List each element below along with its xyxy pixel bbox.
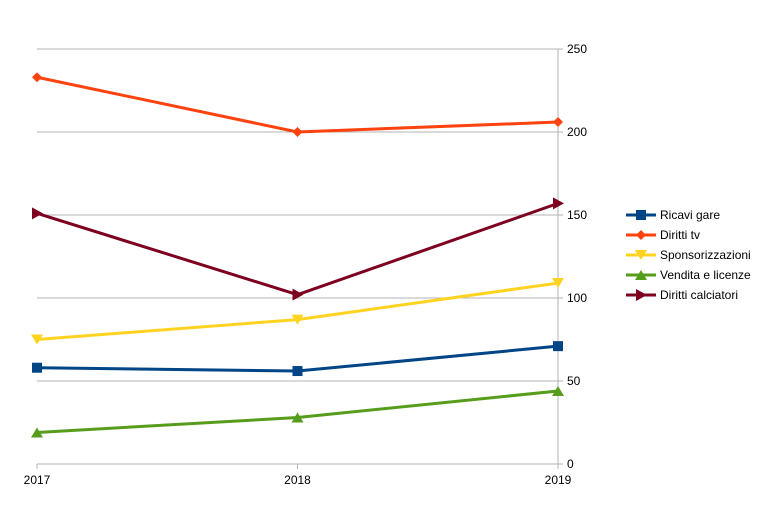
- data-point-diritti-calciatori: [32, 207, 43, 220]
- axes: [36, 48, 563, 469]
- data-point-ricavi-gare: [292, 366, 303, 377]
- data-point-diritti-tv: [292, 127, 303, 137]
- series-diritti-tv: [32, 72, 563, 137]
- x-tick-label: 2018: [284, 473, 311, 487]
- legend-item-sponsorizzazioni: Sponsorizzazioni: [626, 248, 751, 262]
- legend-marker-ricavi-gare: [636, 210, 646, 220]
- legend-label: Vendita e licenze: [660, 268, 751, 282]
- series-sponsorizzazioni: [31, 278, 564, 345]
- series-vendita-e-licenze: [31, 385, 564, 438]
- y-tick-label: 150: [567, 208, 587, 222]
- x-tick-label: 2019: [545, 473, 572, 487]
- legend-marker-sponsorizzazioni: [635, 250, 647, 260]
- y-tick-label: 200: [567, 125, 587, 139]
- legend-label: Diritti tv: [660, 228, 700, 242]
- data-point-sponsorizzazioni: [552, 278, 564, 289]
- y-tick-label: 50: [567, 374, 581, 388]
- grid-lines: [37, 48, 558, 465]
- data-point-diritti-tv: [553, 117, 563, 128]
- legend-marker-diritti-tv: [636, 230, 646, 240]
- legend-label: Sponsorizzazioni: [660, 248, 751, 262]
- legend-item-diritti-tv: Diritti tv: [626, 228, 700, 242]
- y-tick-label: 0: [567, 457, 574, 471]
- data-point-vendita-e-licenze: [31, 427, 43, 438]
- series-line-diritti-tv: [36, 75, 559, 134]
- series-line-diritti-calciatori: [36, 201, 559, 297]
- data-point-ricavi-gare: [553, 341, 563, 352]
- data-point-vendita-e-licenze: [552, 385, 564, 396]
- y-tick-label: 250: [567, 42, 587, 56]
- x-tick-label: 2017: [24, 473, 51, 487]
- legend: Ricavi gare Diritti tv Sponsorizzazioni Ven…: [626, 208, 751, 302]
- data-point-diritti-calciatori: [553, 197, 564, 210]
- legend-item-vendita-e-licenze: Vendita e licenze: [626, 268, 751, 282]
- legend-marker-vendita-e-licenze: [635, 270, 647, 280]
- legend-label: Diritti calciatori: [660, 288, 738, 302]
- series-group: [31, 72, 564, 438]
- tick-labels: 0 50 100 150 200 250 2017 2018 2019: [24, 42, 588, 487]
- legend-item-ricavi-gare: Ricavi gare: [626, 208, 720, 222]
- legend-label: Ricavi gare: [660, 208, 720, 222]
- series-line-vendita-e-licenze: [36, 389, 559, 434]
- legend-marker-diritti-calciatori: [636, 289, 647, 301]
- legend-item-diritti-calciatori: Diritti calciatori: [626, 288, 738, 302]
- data-point-vendita-e-licenze: [291, 412, 304, 423]
- data-point-diritti-tv: [32, 72, 42, 83]
- series-ricavi-gare: [32, 341, 563, 377]
- series-diritti-calciatori: [32, 197, 564, 301]
- data-point-diritti-calciatori: [292, 288, 304, 301]
- data-point-ricavi-gare: [32, 362, 42, 373]
- y-tick-label: 100: [567, 291, 587, 305]
- data-point-sponsorizzazioni: [291, 314, 304, 325]
- data-point-sponsorizzazioni: [31, 334, 43, 345]
